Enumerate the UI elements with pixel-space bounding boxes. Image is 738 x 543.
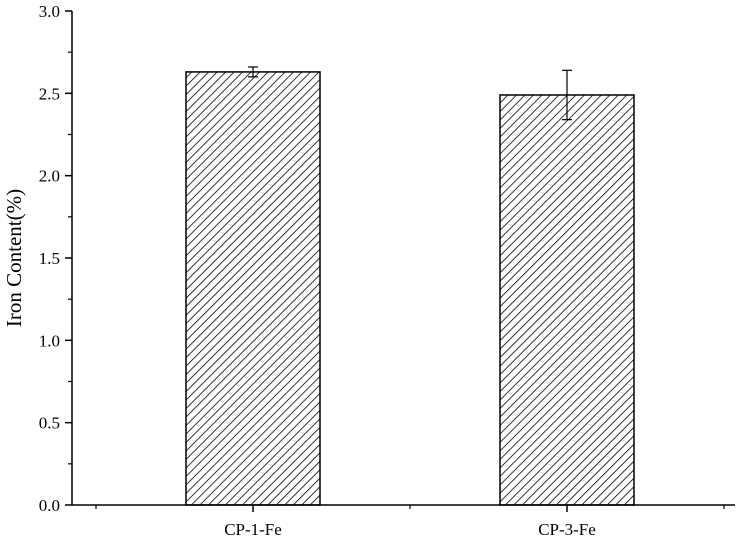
y-tick-label: 0.0 [39, 496, 60, 515]
y-ticks-group: 0.0 0.5 1.0 1.5 2.0 2.5 3.0 [39, 2, 72, 515]
y-tick-label: 2.5 [39, 84, 60, 103]
y-axis-title: Iron Content(%) [2, 189, 26, 327]
y-tick-label: 2.0 [39, 167, 60, 186]
y-tick-label: 3.0 [39, 2, 60, 21]
bar [185, 71, 321, 506]
x-tick-label: CP-1-Fe [224, 520, 282, 539]
x-tick-label: CP-3-Fe [538, 520, 596, 539]
y-tick-label: 1.0 [39, 331, 60, 350]
x-ticks-group: CP-1-Fe CP-3-Fe [95, 505, 725, 539]
bars-group [185, 66, 635, 506]
y-tick-label: 1.5 [39, 249, 60, 268]
y-tick-label: 0.5 [39, 414, 60, 433]
bar [499, 94, 635, 506]
